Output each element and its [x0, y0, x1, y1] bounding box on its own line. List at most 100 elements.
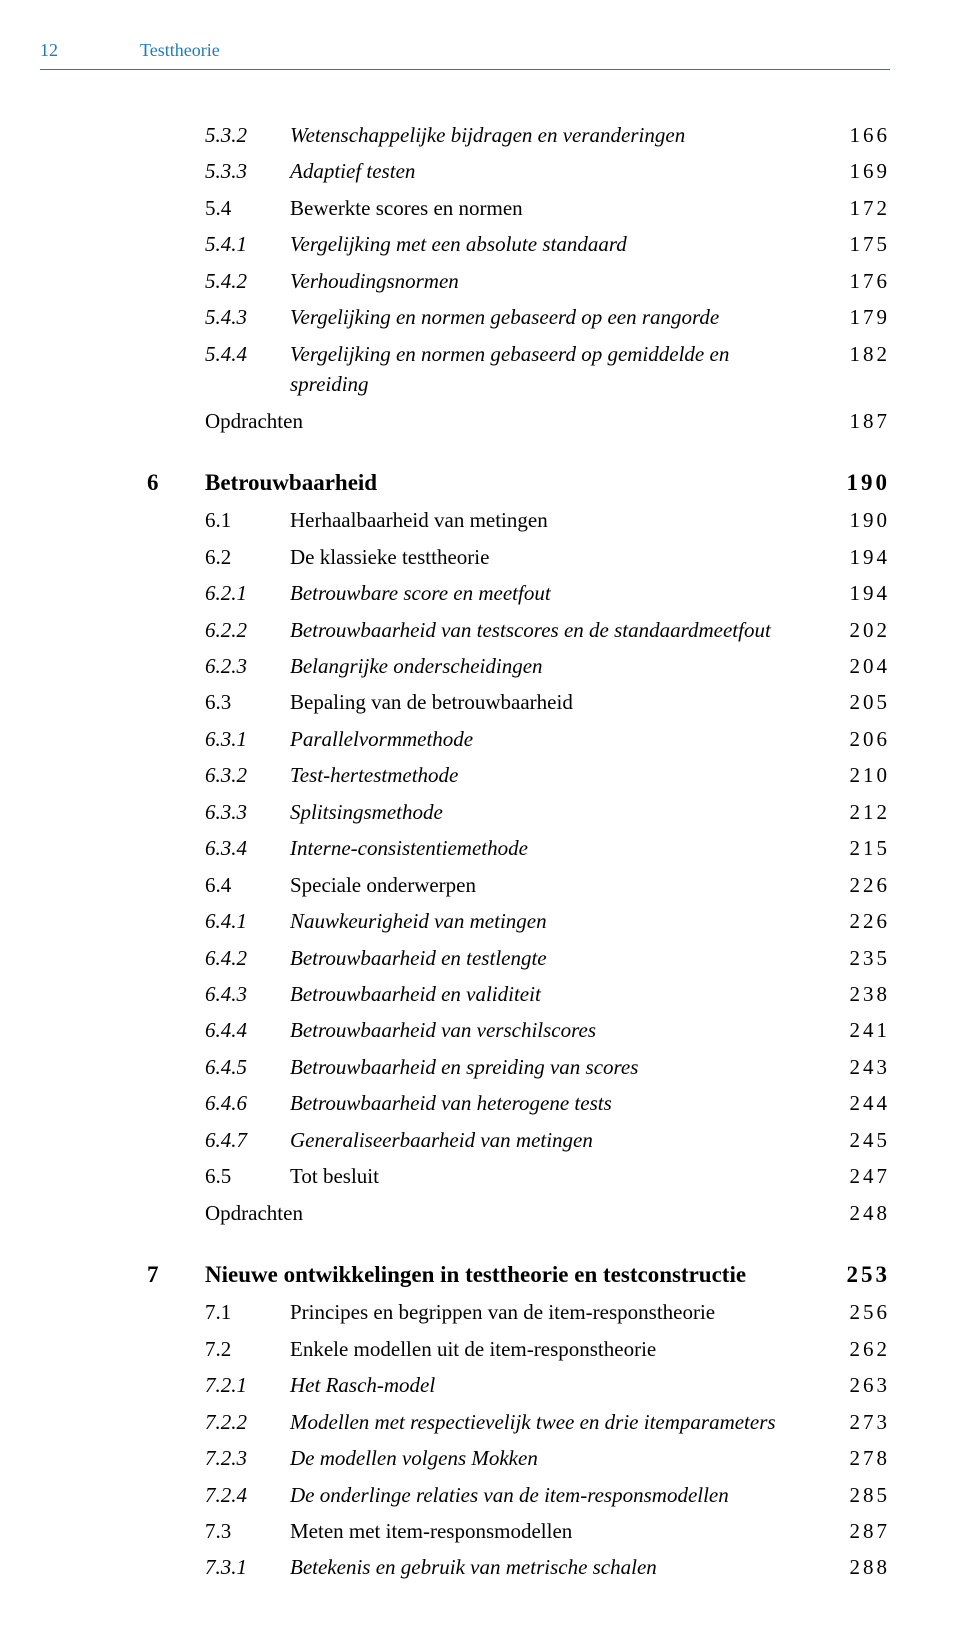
- entry-number: 6.4: [205, 870, 290, 900]
- entry-number: 6.2.1: [205, 578, 290, 608]
- toc-entry: 7.3Meten met item-responsmodellen287: [205, 1516, 890, 1546]
- entry-number: 7.3: [205, 1516, 290, 1546]
- toc-entry: Opdrachten187: [205, 406, 890, 436]
- entry-title: Belangrijke onderscheidingen: [290, 651, 820, 681]
- toc-entry: 6.2De klassieke testtheorie194: [205, 542, 890, 572]
- entry-title: Nauwkeurigheid van metingen: [290, 906, 820, 936]
- chapter-heading: 7Nieuwe ontwikkelingen in testtheorie en…: [205, 1258, 890, 1291]
- toc-entry: 7.2.2Modellen met respectievelijk twee e…: [205, 1407, 890, 1437]
- entry-page: 238: [820, 979, 890, 1009]
- entry-title: Bewerkte scores en normen: [290, 193, 820, 223]
- entry-number: 5.4.4: [205, 339, 290, 369]
- entry-page: 243: [820, 1052, 890, 1082]
- entry-title: De klassieke testtheorie: [290, 542, 820, 572]
- entry-page: 182: [820, 339, 890, 369]
- entry-number: 5.3.2: [205, 120, 290, 150]
- toc-entry: 6.2.1Betrouwbare score en meetfout194: [205, 578, 890, 608]
- entry-number: 7.2.4: [205, 1480, 290, 1510]
- entry-title: Betrouwbaarheid en validiteit: [290, 979, 820, 1009]
- entry-page: 245: [820, 1125, 890, 1155]
- entry-page: 287: [820, 1516, 890, 1546]
- entry-page: 194: [820, 578, 890, 608]
- entry-title: Speciale onderwerpen: [290, 870, 820, 900]
- toc-entry: 6.5Tot besluit247: [205, 1161, 890, 1191]
- entry-title: Interne-consistentiemethode: [290, 833, 820, 863]
- entry-title: Vergelijking met een absolute standaard: [290, 229, 820, 259]
- entry-page: 278: [820, 1443, 890, 1473]
- entry-number: 6.1: [205, 505, 290, 535]
- chapter-heading: 6Betrouwbaarheid190: [205, 466, 890, 499]
- entry-number: 7.2: [205, 1334, 290, 1364]
- entry-page: 205: [820, 687, 890, 717]
- toc-entry: 5.4.3Vergelijking en normen gebaseerd op…: [205, 302, 890, 332]
- toc-entry: 5.4.1Vergelijking met een absolute stand…: [205, 229, 890, 259]
- entry-page: 273: [820, 1407, 890, 1437]
- entry-number: 7.2.2: [205, 1407, 290, 1437]
- chapter-title: Nieuwe ontwikkelingen in testtheorie en …: [205, 1258, 820, 1291]
- toc-entry: 7.2.3De modellen volgens Mokken278: [205, 1443, 890, 1473]
- header-title: Testtheorie: [140, 40, 220, 61]
- entry-title: Principes en begrippen van de item-respo…: [290, 1297, 820, 1327]
- entry-page: 263: [820, 1370, 890, 1400]
- chapter-page: 190: [820, 466, 890, 499]
- toc-entry: 6.3.3Splitsingsmethode212: [205, 797, 890, 827]
- entry-page: 235: [820, 943, 890, 973]
- entry-page: 187: [820, 406, 890, 436]
- entry-number: 6.4.3: [205, 979, 290, 1009]
- toc-entry: 5.3.3Adaptief testen169: [205, 156, 890, 186]
- entry-title: De onderlinge relaties van de item-respo…: [290, 1480, 820, 1510]
- entry-page: 226: [820, 906, 890, 936]
- entry-title: Enkele modellen uit de item-responstheor…: [290, 1334, 820, 1364]
- entry-title: Het Rasch-model: [290, 1370, 820, 1400]
- entry-page: 247: [820, 1161, 890, 1191]
- toc-entry: 7.2.4De onderlinge relaties van de item-…: [205, 1480, 890, 1510]
- entry-number: 6.3.4: [205, 833, 290, 863]
- entry-page: 179: [820, 302, 890, 332]
- entry-title: Betrouwbare score en meetfout: [290, 578, 820, 608]
- entry-page: 248: [820, 1198, 890, 1228]
- toc-entry: 6.4.1Nauwkeurigheid van metingen226: [205, 906, 890, 936]
- entry-title: Test-hertestmethode: [290, 760, 820, 790]
- chapter-number: 7: [147, 1258, 205, 1291]
- entry-number: 6.4.6: [205, 1088, 290, 1118]
- page-number: 12: [40, 40, 70, 61]
- chapter-number: 6: [147, 466, 205, 499]
- entry-title: Generaliseerbaarheid van metingen: [290, 1125, 820, 1155]
- entry-title: Betrouwbaarheid en spreiding van scores: [290, 1052, 820, 1082]
- toc-entry: 6.3.4Interne-consistentiemethode215: [205, 833, 890, 863]
- entry-page: 194: [820, 542, 890, 572]
- entry-number: 7.3.1: [205, 1552, 290, 1582]
- entry-number: 5.4.2: [205, 266, 290, 296]
- toc-entry: 6.4.5Betrouwbaarheid en spreiding van sc…: [205, 1052, 890, 1082]
- entry-page: 175: [820, 229, 890, 259]
- toc-entry: Opdrachten248: [205, 1198, 890, 1228]
- toc-entry: 6.2.3Belangrijke onderscheidingen204: [205, 651, 890, 681]
- entry-page: 241: [820, 1015, 890, 1045]
- toc-entry: 6.4.6Betrouwbaarheid van heterogene test…: [205, 1088, 890, 1118]
- entry-page: 285: [820, 1480, 890, 1510]
- entry-number: 6.5: [205, 1161, 290, 1191]
- entry-page: 226: [820, 870, 890, 900]
- entry-page: 172: [820, 193, 890, 223]
- entry-title: Betrouwbaarheid van heterogene tests: [290, 1088, 820, 1118]
- entry-title: Herhaalbaarheid van metingen: [290, 505, 820, 535]
- entry-page: 215: [820, 833, 890, 863]
- entry-number: 6.3: [205, 687, 290, 717]
- toc-entry: 5.3.2Wetenschappelijke bijdragen en vera…: [205, 120, 890, 150]
- entry-number: 7.2.1: [205, 1370, 290, 1400]
- toc-entry: 7.2Enkele modellen uit de item-responsth…: [205, 1334, 890, 1364]
- entry-number: 6.4.5: [205, 1052, 290, 1082]
- toc-entry: 5.4Bewerkte scores en normen172: [205, 193, 890, 223]
- toc-entry: 7.1Principes en begrippen van de item-re…: [205, 1297, 890, 1327]
- entry-number: 5.3.3: [205, 156, 290, 186]
- entry-page: 176: [820, 266, 890, 296]
- entry-title: Opdrachten: [205, 1198, 820, 1228]
- entry-page: 204: [820, 651, 890, 681]
- toc-entry: 6.2.2Betrouwbaarheid van testscores en d…: [205, 615, 890, 645]
- entry-page: 169: [820, 156, 890, 186]
- entry-number: 6.4.1: [205, 906, 290, 936]
- entry-number: 5.4.3: [205, 302, 290, 332]
- entry-title: Verhoudingsnormen: [290, 266, 820, 296]
- toc-entry: 5.4.2Verhoudingsnormen176: [205, 266, 890, 296]
- running-header: 12 Testtheorie: [40, 40, 890, 70]
